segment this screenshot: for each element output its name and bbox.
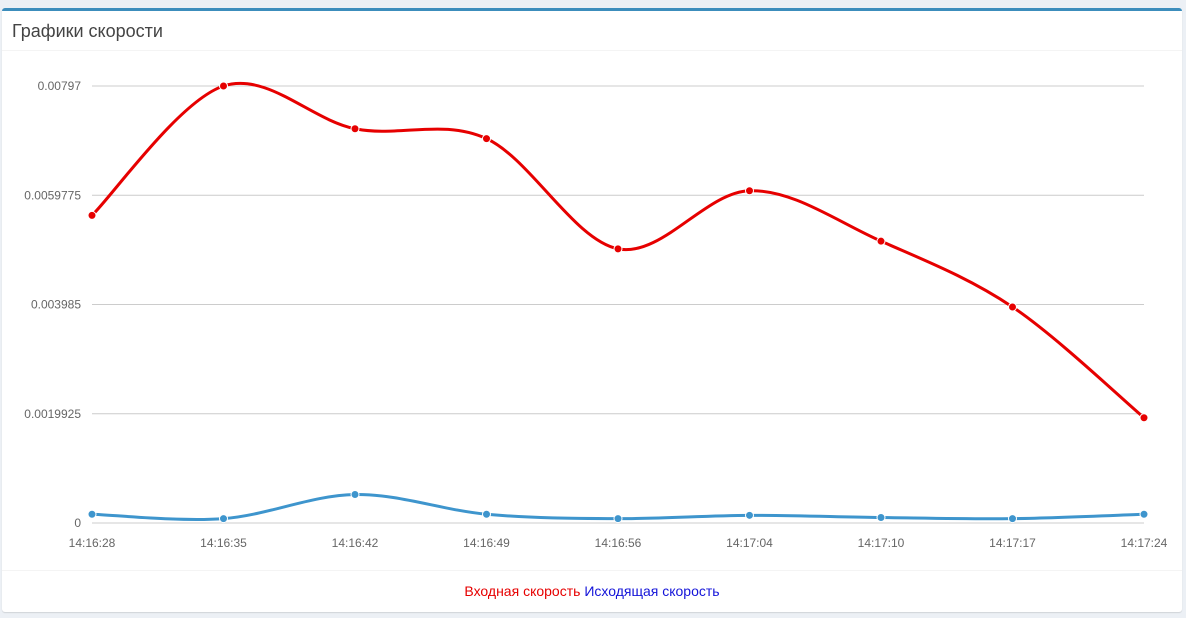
- series-layer: [87, 81, 1149, 524]
- x-tick-label: 14:17:24: [1121, 536, 1168, 550]
- outgoing-speed-point[interactable]: [876, 513, 886, 523]
- x-tick-label: 14:17:10: [858, 536, 905, 550]
- x-tick-label: 14:16:42: [332, 536, 379, 550]
- speed-line-chart: 0 0.0019925 0.003985 0.0059775 0.00797 14:16…: [24, 79, 1168, 550]
- outgoing-speed-point[interactable]: [1139, 509, 1149, 519]
- outgoing-speed-point[interactable]: [482, 509, 491, 519]
- outgoing-speed-point[interactable]: [219, 514, 228, 524]
- incoming-speed-point[interactable]: [482, 134, 491, 144]
- outgoing-speed-point[interactable]: [350, 489, 360, 499]
- incoming-speed-point[interactable]: [87, 210, 97, 220]
- y-tick-label: 0.0059775: [24, 188, 81, 202]
- outgoing-speed-point[interactable]: [87, 509, 97, 519]
- outgoing-speed-point[interactable]: [745, 510, 754, 520]
- legend-incoming-speed[interactable]: Входная скорость: [464, 583, 581, 599]
- chart-legend: Входная скорость Исходящая скорость: [2, 570, 1182, 612]
- incoming-speed-point[interactable]: [876, 236, 886, 246]
- incoming-speed-point[interactable]: [745, 186, 754, 196]
- panel-title: Графики скорости: [12, 21, 163, 41]
- incoming-speed-point[interactable]: [219, 81, 228, 91]
- x-axis-tick-labels: 14:16:28 14:16:35 14:16:42 14:16:49 14:16:56…: [69, 536, 1168, 550]
- incoming-speed-point[interactable]: [1139, 413, 1149, 423]
- x-tick-label: 14:17:04: [726, 536, 773, 550]
- legend-outgoing-speed[interactable]: Исходящая скорость: [584, 583, 720, 599]
- incoming-speed-point[interactable]: [350, 124, 360, 134]
- x-tick-label: 14:16:28: [69, 536, 116, 550]
- incoming-speed-point[interactable]: [1008, 302, 1017, 312]
- x-tick-label: 14:16:49: [463, 536, 510, 550]
- x-tick-label: 14:17:17: [989, 536, 1036, 550]
- outgoing-speed-point[interactable]: [1008, 514, 1017, 524]
- panel-header: Графики скорости: [2, 11, 1182, 51]
- y-tick-label: 0.00797: [38, 79, 82, 93]
- grid-lines: [92, 85, 1144, 524]
- x-tick-label: 14:16:35: [200, 536, 247, 550]
- speed-chart-panel: Графики скорости 0 0.0019925 0.003985 0.005…: [2, 8, 1182, 612]
- y-tick-label: 0.0019925: [24, 407, 81, 421]
- y-tick-label: 0.003985: [31, 298, 81, 312]
- outgoing-speed-point[interactable]: [613, 514, 623, 524]
- y-tick-label: 0: [74, 516, 81, 530]
- incoming-speed-point[interactable]: [613, 244, 623, 254]
- x-tick-label: 14:16:56: [595, 536, 642, 550]
- y-axis-tick-labels: 0 0.0019925 0.003985 0.0059775 0.00797: [24, 79, 81, 530]
